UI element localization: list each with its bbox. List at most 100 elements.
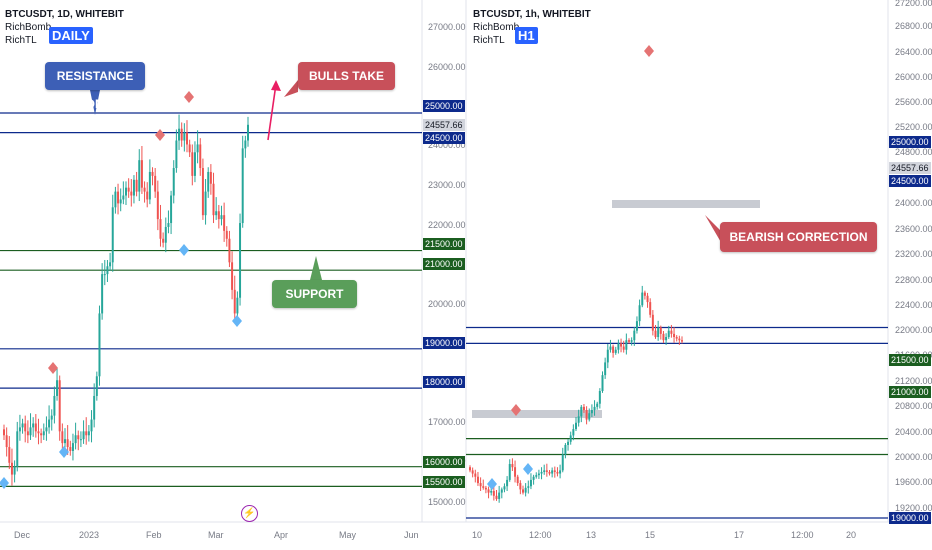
right-candle-body	[476, 476, 479, 484]
right-xaxis-label: 12:00	[791, 530, 814, 540]
left-candle-body	[175, 140, 178, 169]
left-candle-body	[156, 191, 159, 220]
left-candle-body	[125, 187, 127, 196]
left-indicator-richtl[interactable]: RichTL	[5, 35, 37, 46]
right-yaxis-label: 20000.00	[895, 452, 932, 462]
right-candle-body	[635, 321, 638, 331]
right-candle-body	[535, 475, 538, 477]
left-xaxis-label: 2023	[79, 530, 100, 540]
lightning-icon[interactable]: ⚡	[241, 505, 258, 522]
right-candle-body	[646, 295, 649, 303]
right-candle-body	[482, 486, 485, 488]
left-candle-body	[66, 439, 69, 448]
left-candle-body	[220, 215, 223, 220]
left-candle-body	[106, 266, 109, 275]
right-candle-body	[606, 349, 609, 363]
right-candle-body	[628, 340, 630, 342]
right-xaxis-label: 15	[645, 530, 656, 540]
left-candle-body	[34, 423, 37, 432]
right-candle-body	[471, 470, 474, 474]
right-xaxis-label: 10	[472, 530, 483, 540]
left-level-label: 18000.00	[423, 376, 465, 388]
right-indicator-richtl[interactable]: RichTL	[473, 35, 505, 46]
left-yaxis-label: 15000.00	[428, 497, 466, 507]
right-candle-body	[638, 305, 641, 322]
left-candle-body	[167, 223, 170, 227]
left-candle-body	[180, 128, 183, 141]
right-candle-body	[559, 470, 562, 474]
left-candle-body	[132, 179, 135, 196]
right-yaxis-label: 27200.00	[895, 0, 932, 8]
left-yaxis-label: 20000.00	[428, 299, 466, 309]
left-yaxis-label: 22000.00	[428, 220, 466, 230]
left-candle-body	[64, 439, 66, 444]
right-yaxis-label: 19600.00	[895, 477, 932, 487]
right-level-label: 24500.00	[889, 175, 931, 187]
left-candle-body	[239, 223, 242, 298]
left-candle-body	[8, 447, 11, 463]
left-candle-body	[77, 435, 80, 440]
right-candle-body	[529, 479, 532, 487]
right-yaxis-label: 20400.00	[895, 427, 932, 437]
left-candle-body	[159, 219, 162, 239]
right-candle-body	[548, 471, 551, 474]
left-candle-body	[236, 297, 239, 314]
right-candle-body	[508, 464, 511, 480]
left-candle-body	[212, 183, 215, 216]
right-candle-body	[527, 486, 530, 488]
left-bottom-marker	[232, 315, 242, 327]
left-yaxis-label: 23000.00	[428, 180, 466, 190]
left-candle-body	[162, 238, 165, 243]
right-candle-body	[516, 476, 519, 484]
left-candle-body	[61, 431, 64, 444]
left-indicator-richbomb[interactable]: RichBomb	[5, 22, 52, 33]
left-candle-body	[18, 427, 21, 432]
right-candle-body	[620, 343, 623, 347]
resistance-zone-callout: RESISTANCE ZONE	[45, 62, 145, 111]
left-timeframe-badge: DAILY	[49, 27, 93, 44]
left-candle-body	[186, 132, 188, 145]
right-level-label: 21000.00	[889, 386, 931, 398]
right-level-label: 24557.66	[889, 162, 931, 174]
left-yaxis-label: 17000.00	[428, 417, 466, 427]
left-xaxis-label: Jun	[404, 530, 419, 540]
right-level-label: 19000.00	[889, 512, 931, 524]
right-indicator-richbomb[interactable]: RichBomb	[473, 22, 520, 33]
right-candle-body	[537, 473, 540, 476]
left-candle-body	[3, 429, 5, 436]
left-yaxis-label: 24000.00	[428, 140, 466, 150]
left-candle-body	[58, 380, 61, 432]
right-candle-body	[500, 489, 503, 493]
right-candle-body	[681, 340, 683, 342]
left-candle-body	[151, 171, 154, 176]
right-top-marker	[511, 404, 521, 416]
right-candle-body	[588, 413, 591, 420]
right-candle-body	[654, 330, 657, 338]
right-xaxis-label: 12:00	[529, 530, 552, 540]
left-candle-body	[183, 132, 186, 141]
left-candle-body	[90, 419, 93, 432]
left-candle-body	[98, 313, 101, 377]
right-candle-body	[556, 471, 559, 474]
right-candle-body	[564, 444, 567, 455]
left-candle-body	[207, 171, 210, 192]
right-candle-body	[598, 391, 601, 404]
right-symbol-label: BTCUSDT, 1h, WHITEBIT	[473, 9, 591, 20]
right-candle-body	[522, 489, 524, 493]
left-candle-body	[127, 187, 130, 192]
right-candle-body	[662, 333, 665, 341]
right-candle-body	[503, 486, 506, 490]
left-candle-body	[138, 160, 141, 192]
right-candle-body	[596, 403, 599, 407]
right-candle-body	[561, 454, 564, 471]
left-candle-body	[130, 191, 133, 196]
bulls-callout-pointer	[284, 80, 298, 97]
left-candle-body	[71, 443, 74, 451]
left-candle-body	[21, 423, 24, 428]
right-candle-body	[543, 470, 546, 472]
left-candle-body	[74, 435, 77, 444]
left-candle-body	[103, 274, 106, 276]
right-candle-body	[649, 302, 652, 315]
right-candle-body	[519, 483, 522, 490]
left-top-marker	[184, 91, 194, 103]
